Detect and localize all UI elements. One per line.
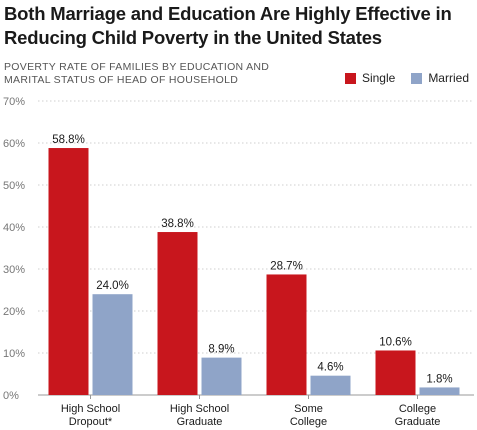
y-tick-label: 60% xyxy=(3,138,25,150)
y-tick-label: 70% xyxy=(3,96,25,108)
data-label: 1.8% xyxy=(426,373,452,385)
data-label: 4.6% xyxy=(317,362,343,374)
bar-single xyxy=(48,148,89,395)
data-label: 58.8% xyxy=(52,134,85,146)
bar-single xyxy=(266,274,307,395)
chart-subtitle-line-2: MARITAL STATUS OF HEAD OF HOUSEHOLD xyxy=(4,74,239,86)
y-tick-label: 20% xyxy=(3,306,25,318)
x-tick-label: High School xyxy=(61,403,120,415)
x-tick-label: College xyxy=(399,403,436,415)
chart-subtitle: POVERTY RATE OF FAMILIES BY EDUCATION AN… xyxy=(4,61,269,87)
y-tick-label: 10% xyxy=(3,348,25,360)
legend-item-married: Married xyxy=(411,71,469,85)
bar-married xyxy=(310,375,351,395)
x-tick-label: Some xyxy=(294,403,323,415)
y-tick-label: 0% xyxy=(3,390,19,402)
x-tick-label: College xyxy=(290,416,327,428)
chart-title: Both Marriage and Education Are Highly E… xyxy=(4,2,474,50)
legend-swatch-married xyxy=(411,72,423,84)
x-tick-label: Graduate xyxy=(177,416,223,428)
data-label: 38.8% xyxy=(161,218,194,230)
bar-married xyxy=(92,294,133,395)
legend-label-single: Single xyxy=(361,71,396,85)
chart-title-line-2: Reducing Child Poverty in the United Sta… xyxy=(4,27,382,48)
data-label: 24.0% xyxy=(96,280,129,292)
bar-single xyxy=(375,350,416,395)
x-tick-label: Graduate xyxy=(395,416,441,428)
x-tick-label: High School xyxy=(170,403,229,415)
bar-married xyxy=(419,387,460,395)
bar-single xyxy=(157,232,198,395)
data-label: 10.6% xyxy=(379,336,412,348)
legend-item-single: Single xyxy=(344,71,396,85)
chart-subtitle-line-1: POVERTY RATE OF FAMILIES BY EDUCATION AN… xyxy=(4,61,270,73)
x-tick-label: Dropout* xyxy=(69,416,113,428)
data-label: 28.7% xyxy=(270,260,303,272)
data-label: 8.9% xyxy=(208,344,234,356)
legend-swatch-single xyxy=(344,72,356,84)
chart-legend: Single Married xyxy=(329,71,469,85)
legend-label-married: Married xyxy=(428,71,469,85)
y-tick-label: 40% xyxy=(3,222,25,234)
y-tick-label: 30% xyxy=(3,264,25,276)
bar-married xyxy=(201,357,242,395)
chart-title-line-1: Both Marriage and Education Are Highly E… xyxy=(4,3,452,24)
y-tick-label: 50% xyxy=(3,180,25,192)
